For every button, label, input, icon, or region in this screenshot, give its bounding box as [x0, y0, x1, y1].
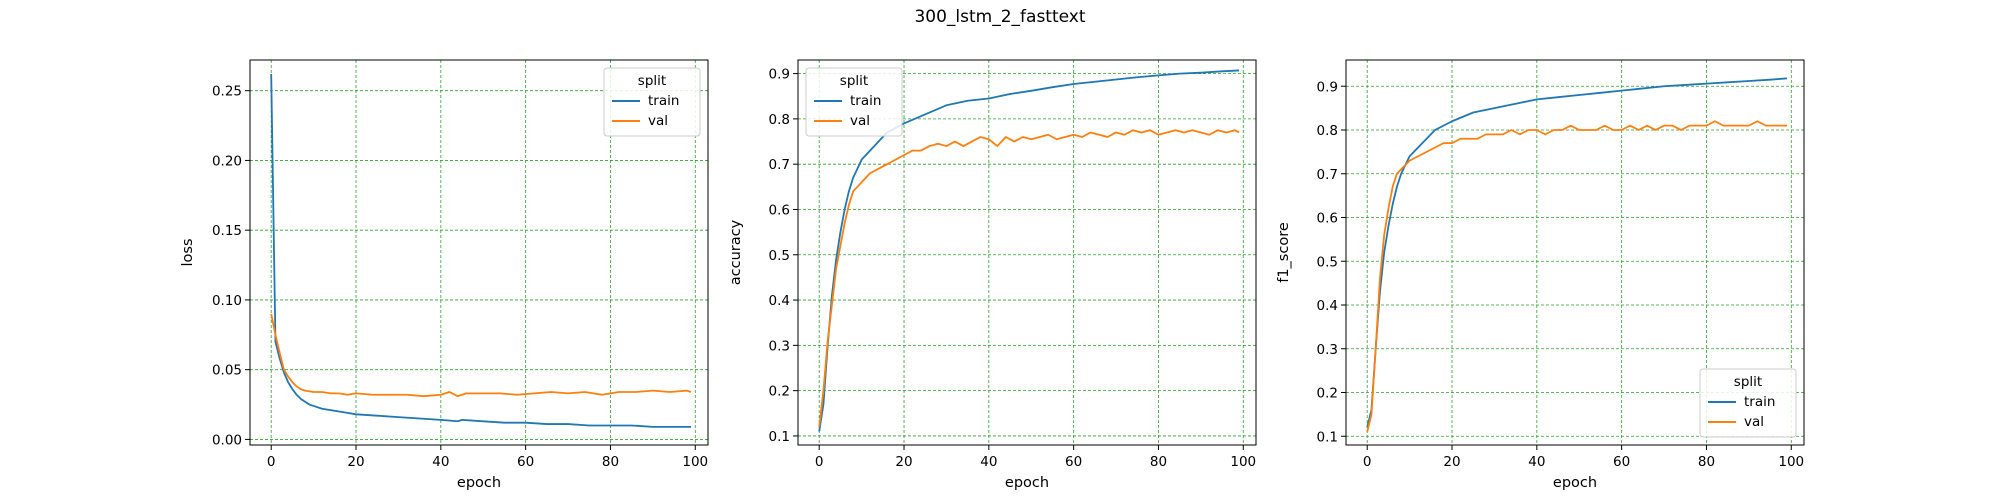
legend-entry-val: val: [850, 113, 870, 129]
legend: split train val: [603, 67, 701, 137]
y-tick-label: 0.25: [212, 84, 242, 100]
x-tick-label: 60: [1613, 454, 1630, 470]
y-tick-label: 0.05: [212, 363, 242, 379]
y-tick-label: 0.6: [1317, 211, 1338, 227]
accuracy-panel: 0 20 40 60 80 100 0.1 0.2 0.3 0.4 0.5 0.6 0.7 0.8 0.9 e…: [728, 59, 1257, 491]
legend-box: [805, 67, 903, 137]
x-tick-label: 80: [602, 454, 619, 470]
y-axis-label: accuracy: [728, 219, 744, 285]
x-tick-label: 0: [1363, 454, 1372, 470]
y-tick-label: 0.15: [212, 223, 242, 239]
figure-title: 300_lstm_2_fasttext: [914, 7, 1085, 27]
y-tick-label: 0.2: [769, 384, 790, 400]
x-tick-label: 80: [1698, 454, 1715, 470]
series-line-val: [818, 129, 1240, 427]
x-tick-label: 0: [267, 454, 276, 470]
x-tick-label: 100: [1230, 454, 1256, 470]
y-tick-label: 0.00: [212, 432, 242, 448]
y-tick-label: 0.3: [1317, 342, 1338, 358]
y-tick-label: 0.4: [769, 293, 790, 309]
y-tick-label: 0.9: [769, 67, 790, 83]
y-tick-label: 0.20: [212, 153, 242, 169]
y-axis-label: f1_score: [1276, 222, 1292, 283]
y-tick-label: 0.7: [1317, 167, 1338, 183]
legend: split train val: [1699, 368, 1797, 438]
legend-entry-train: train: [1744, 394, 1775, 410]
series-line-train: [1366, 77, 1788, 428]
plot-frame: [249, 59, 709, 446]
x-axis-label: epoch: [1553, 475, 1597, 491]
series-line-val: [270, 313, 692, 398]
legend: split train val: [805, 67, 903, 137]
y-tick-label: 0.4: [1317, 298, 1338, 314]
x-tick-label: 80: [1150, 454, 1167, 470]
y-tick-label: 0.9: [1317, 79, 1338, 95]
y-axis-label: loss: [180, 238, 196, 266]
loss-panel: 0 20 40 60 80 100 0.00 0.05 0.10 0.15 0.20 0.25 epoc…: [180, 59, 709, 491]
x-tick-label: 40: [980, 454, 997, 470]
x-tick-label: 20: [895, 454, 912, 470]
y-tick-label: 0.1: [1317, 429, 1338, 445]
y-tick-label: 0.5: [1317, 254, 1338, 270]
x-tick-label: 20: [1443, 454, 1460, 470]
series-line-val: [1366, 120, 1788, 433]
x-tick-label: 40: [432, 454, 449, 470]
legend-entry-train: train: [648, 93, 679, 109]
y-tick-label: 0.3: [769, 338, 790, 354]
x-tick-label: 100: [1778, 454, 1804, 470]
y-tick-label: 0.2: [1317, 386, 1338, 402]
series-line-train: [818, 69, 1240, 432]
y-tick-label: 0.7: [769, 157, 790, 173]
legend-box: [1699, 368, 1797, 438]
series-line-train: [270, 73, 692, 428]
x-axis-label: epoch: [457, 475, 501, 491]
x-axis-label: epoch: [1005, 475, 1049, 491]
legend-entry-val: val: [1744, 414, 1764, 430]
y-tick-label: 0.1: [769, 429, 790, 445]
plot-frame: [797, 59, 1257, 446]
x-tick-label: 0: [815, 454, 824, 470]
y-tick-label: 0.10: [212, 293, 242, 309]
x-tick-label: 40: [1528, 454, 1545, 470]
x-tick-label: 20: [347, 454, 364, 470]
y-tick-label: 0.8: [1317, 123, 1338, 139]
legend-box: [603, 67, 701, 137]
legend-entry-train: train: [850, 93, 881, 109]
legend-title: split: [1734, 374, 1762, 390]
plot-frame: [1345, 59, 1805, 446]
f1-score-panel: 0 20 40 60 80 100 0.1 0.2 0.3 0.4 0.5 0.6 0.7 0.8 0.9 e…: [1276, 59, 1805, 491]
legend-title: split: [840, 73, 868, 89]
x-tick-label: 60: [1065, 454, 1082, 470]
x-tick-label: 60: [517, 454, 534, 470]
y-tick-label: 0.5: [769, 248, 790, 264]
y-tick-label: 0.6: [769, 202, 790, 218]
x-tick-label: 100: [682, 454, 708, 470]
y-tick-label: 0.8: [769, 112, 790, 128]
legend-title: split: [638, 73, 666, 89]
legend-entry-val: val: [648, 113, 668, 129]
